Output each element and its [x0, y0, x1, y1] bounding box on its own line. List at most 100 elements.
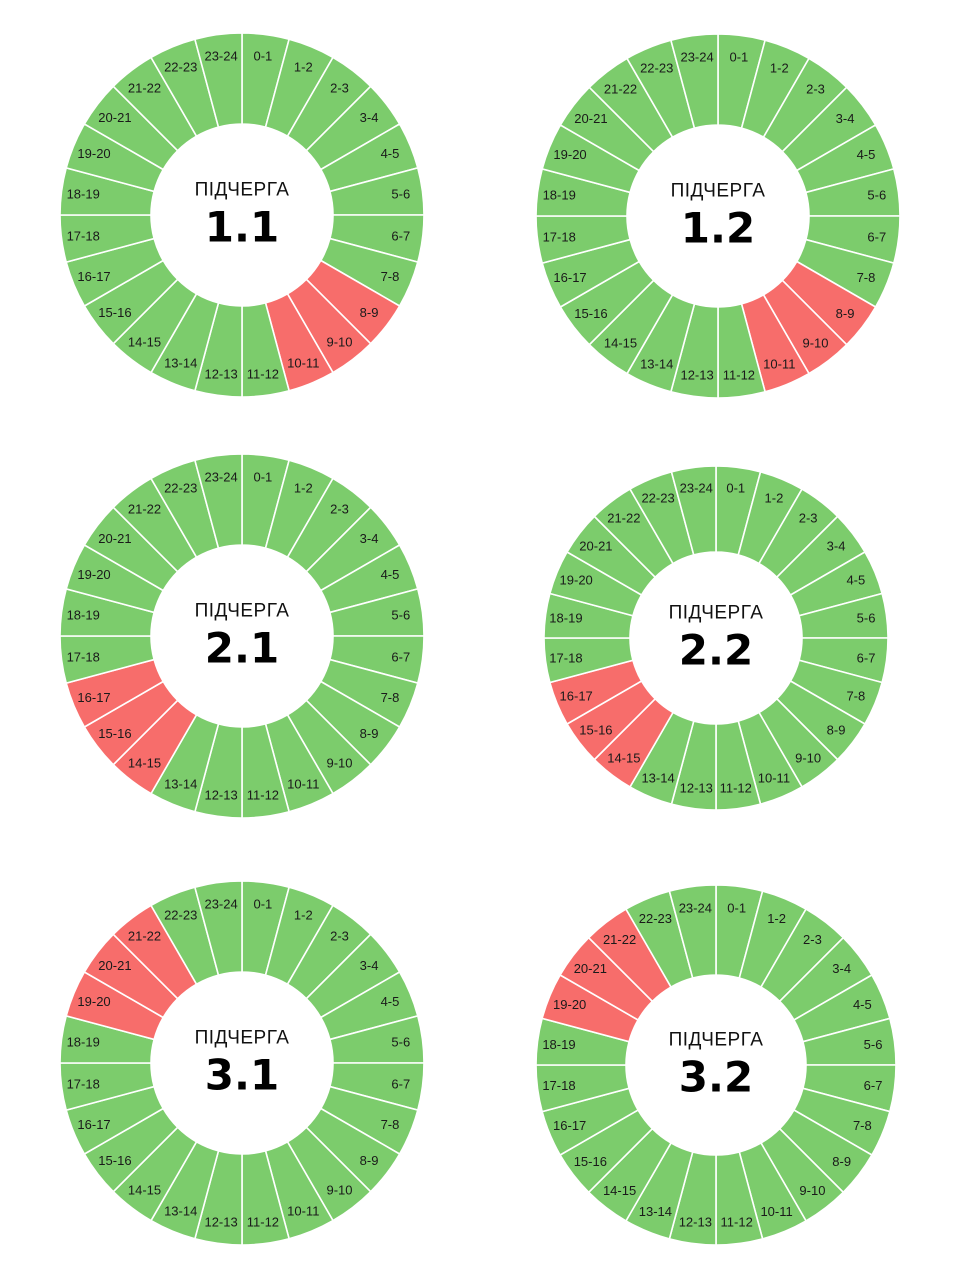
hour-label: 2-3: [330, 80, 349, 95]
hour-label: 14-15: [607, 751, 640, 766]
hour-label: 8-9: [360, 726, 379, 741]
hour-label: 1-2: [765, 491, 784, 506]
hour-label: 13-14: [640, 356, 673, 371]
hour-label: 22-23: [639, 911, 672, 926]
hour-label: 10-11: [287, 355, 319, 370]
hour-label: 16-17: [77, 690, 110, 705]
hour-label: 21-22: [128, 501, 161, 516]
hour-label: 3-4: [836, 111, 855, 126]
hour-label: 11-12: [247, 1214, 279, 1229]
hour-label: 23-24: [204, 49, 237, 64]
hour-label: 20-21: [574, 111, 607, 126]
hour-label: 17-18: [542, 1078, 575, 1093]
hour-label: 23-24: [204, 470, 237, 485]
hour-label: 3-4: [360, 531, 379, 546]
hour-label: 4-5: [381, 567, 400, 582]
hour-label: 9-10: [802, 336, 828, 351]
hour-label: 19-20: [560, 573, 593, 588]
hour-label: 18-19: [67, 187, 100, 202]
hour-label: 6-7: [391, 228, 410, 243]
hour-label: 9-10: [799, 1183, 825, 1198]
hour-label: 8-9: [360, 305, 379, 320]
hour-label: 14-15: [128, 335, 161, 350]
hour-label: 18-19: [549, 611, 582, 626]
hour-label: 1-2: [770, 61, 789, 76]
hour-label: 6-7: [864, 1078, 883, 1093]
hour-label: 22-23: [164, 481, 197, 496]
hour-segment-23-24-power-on: [193, 32, 243, 129]
hour-label: 5-6: [391, 187, 410, 202]
hour-label: 13-14: [164, 1203, 197, 1218]
schedule-chart-3-1: 0-1 1-2 2-3 3-4 4-5 5-6 6-7 7-8 8-9 9-10 10-11 11-1…: [59, 880, 425, 1246]
hour-label: 21-22: [607, 510, 640, 525]
hour-label: 10-11: [760, 1204, 792, 1219]
hour-label: 3-4: [832, 961, 851, 976]
hour-label: 7-8: [381, 1117, 400, 1132]
subqueue-number: 3.1: [205, 1051, 279, 1100]
hour-label: 0-1: [726, 480, 745, 495]
hour-label: 12-13: [679, 1215, 712, 1230]
hour-label: 16-17: [553, 1118, 586, 1133]
hour-label: 14-15: [604, 336, 637, 351]
hour-label: 22-23: [164, 60, 197, 75]
hour-label: 15-16: [98, 1153, 131, 1168]
hour-label: 17-18: [67, 1076, 100, 1091]
hour-label: 1-2: [294, 908, 313, 923]
hour-label: 1-2: [294, 481, 313, 496]
hour-label: 16-17: [77, 1117, 110, 1132]
hour-label: 19-20: [553, 997, 586, 1012]
hour-label: 9-10: [326, 756, 352, 771]
hour-label: 13-14: [164, 355, 197, 370]
hour-label: 8-9: [832, 1154, 851, 1169]
hour-label: 14-15: [128, 1183, 161, 1198]
hour-label: 13-14: [641, 770, 674, 785]
hour-label: 3-4: [827, 538, 846, 553]
hour-label: 20-21: [579, 538, 612, 553]
schedule-chart-1-2: 0-1 1-2 2-3 3-4 4-5 5-6 6-7 7-8 8-9 9-10 10-11 11-1…: [535, 33, 901, 399]
hour-label: 19-20: [77, 567, 110, 582]
hour-label: 5-6: [864, 1037, 883, 1052]
subqueue-caption: ПІДЧЕРГА: [195, 180, 290, 201]
hour-label: 9-10: [326, 335, 352, 350]
subqueue-number: 2.1: [205, 624, 279, 673]
hour-label: 10-11: [763, 356, 795, 371]
hour-label: 4-5: [846, 573, 865, 588]
hour-segment-23-24-power-on: [668, 884, 717, 980]
hour-label: 17-18: [543, 229, 576, 244]
hour-label: 21-22: [604, 81, 637, 96]
hour-label: 10-11: [758, 770, 790, 785]
hour-label: 5-6: [391, 1035, 410, 1050]
hour-label: 12-13: [680, 781, 713, 796]
subqueue-caption: ПІДЧЕРГА: [669, 1030, 764, 1051]
hour-label: 12-13: [680, 367, 713, 382]
hour-label: 11-12: [723, 367, 755, 382]
hour-label: 12-13: [204, 787, 237, 802]
hour-label: 6-7: [391, 1076, 410, 1091]
hour-label: 7-8: [381, 269, 400, 284]
hour-label: 5-6: [391, 608, 410, 623]
hour-label: 15-16: [574, 306, 607, 321]
schedule-chart-1-1: 0-1 1-2 2-3 3-4 4-5 5-6 6-7 7-8 8-9 9-10 10-11 11-1…: [59, 32, 425, 398]
hour-segment-23-24-power-on: [670, 465, 717, 556]
hour-label: 17-18: [67, 649, 100, 664]
hour-label: 17-18: [549, 650, 582, 665]
hour-label: 23-24: [679, 900, 712, 915]
hour-label: 3-4: [360, 110, 379, 125]
hour-label: 7-8: [853, 1118, 872, 1133]
hour-label: 18-19: [543, 188, 576, 203]
hour-label: 23-24: [680, 480, 713, 495]
hour-label: 12-13: [204, 366, 237, 381]
hour-label: 22-23: [640, 61, 673, 76]
hour-label: 13-14: [639, 1204, 672, 1219]
hour-label: 2-3: [799, 510, 818, 525]
subqueue-caption: ПІДЧЕРГА: [195, 601, 290, 622]
subqueue-number: 3.2: [679, 1053, 753, 1102]
hour-label: 18-19: [542, 1037, 575, 1052]
hour-label: 7-8: [857, 270, 876, 285]
hour-label: 9-10: [326, 1183, 352, 1198]
hour-label: 5-6: [867, 188, 886, 203]
hour-label: 13-14: [164, 776, 197, 791]
hour-label: 11-12: [720, 781, 752, 796]
hour-label: 15-16: [98, 726, 131, 741]
